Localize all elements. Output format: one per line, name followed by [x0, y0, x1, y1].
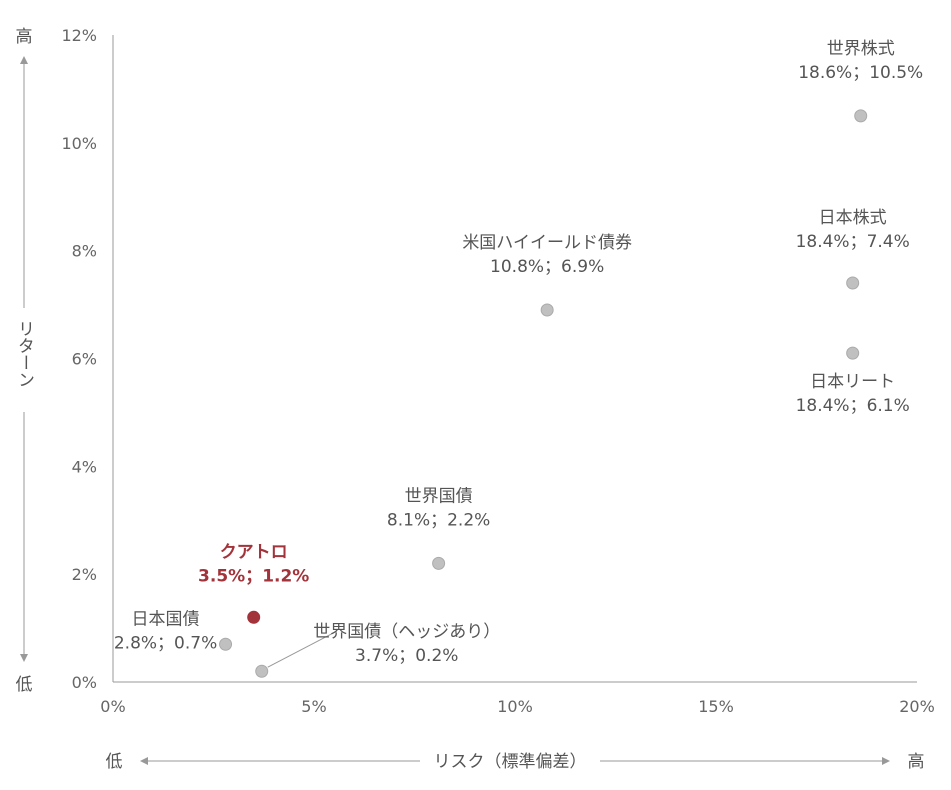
- y-tick-label: 12%: [61, 26, 97, 45]
- data-label-value: 3.7%；0.2%: [355, 646, 458, 666]
- data-label-name: 日本株式: [819, 208, 887, 228]
- data-label-name: クアトロ: [220, 542, 288, 562]
- x-high-label: 高: [908, 752, 925, 772]
- x-arrow-right-head: [882, 757, 890, 765]
- data-label-name: 世界国債: [405, 486, 473, 506]
- x-arrow-left-head: [140, 757, 148, 765]
- x-tick-label: 0%: [100, 697, 125, 716]
- y-axis-title: 高 リターン 低: [14, 27, 34, 695]
- y-tick-label: 6%: [72, 350, 97, 369]
- x-low-label: 低: [106, 752, 123, 772]
- y-tick-label: 0%: [72, 673, 97, 692]
- data-point: [255, 664, 269, 678]
- x-axis-title: 低 リスク（標準偏差） 高: [106, 752, 925, 772]
- data-label-value: 18.6%；10.5%: [798, 63, 923, 83]
- data-label-name: 米国ハイイールド債券: [462, 233, 632, 253]
- leader-line: [267, 630, 337, 668]
- data-label-value: 2.8%；0.7%: [114, 633, 217, 653]
- data-points: [219, 109, 868, 678]
- x-tick-label: 10%: [497, 697, 533, 716]
- x-axis-label: リスク（標準偏差）: [434, 752, 587, 772]
- data-label-value: 10.8%；6.9%: [490, 257, 604, 277]
- data-point: [846, 276, 860, 290]
- data-labels: 世界株式 18.6%；10.5% 日本株式 18.4%；7.4% 日本リート 18.4%；…: [114, 39, 923, 668]
- y-tick-label: 10%: [61, 134, 97, 153]
- data-label-value: 18.4%；7.4%: [796, 232, 910, 252]
- data-label-name: 世界国債（ヘッジあり）: [313, 622, 500, 642]
- tick-labels: 0% 2% 4% 6% 8% 10% 12% 0% 5% 10% 15% 20%: [61, 26, 934, 716]
- data-label-value: 3.5%；1.2%: [198, 566, 309, 586]
- y-tick-label: 4%: [72, 457, 97, 476]
- y-axis-label: リターン: [14, 320, 34, 388]
- data-label-name: 日本リート: [810, 372, 895, 392]
- data-point: [846, 346, 860, 360]
- x-tick-label: 5%: [301, 697, 326, 716]
- x-tick-label: 20%: [899, 697, 935, 716]
- y-low-label: 低: [16, 675, 33, 695]
- y-arrow-bottom-head: [20, 654, 28, 662]
- data-point: [219, 637, 233, 651]
- axes: [112, 35, 917, 683]
- y-tick-label: 8%: [72, 242, 97, 261]
- data-point: [540, 303, 554, 317]
- data-point: [854, 109, 868, 123]
- data-point: [432, 556, 446, 570]
- data-label-value: 8.1%；2.2%: [387, 510, 490, 530]
- y-tick-label: 2%: [72, 565, 97, 584]
- y-high-label: 高: [16, 27, 33, 47]
- y-arrow-top-head: [20, 56, 28, 64]
- data-point: [247, 610, 261, 624]
- data-label-name: 世界株式: [827, 39, 895, 59]
- data-label-value: 18.4%；6.1%: [796, 396, 910, 416]
- data-label-name: 日本国債: [132, 609, 200, 629]
- x-tick-label: 15%: [698, 697, 734, 716]
